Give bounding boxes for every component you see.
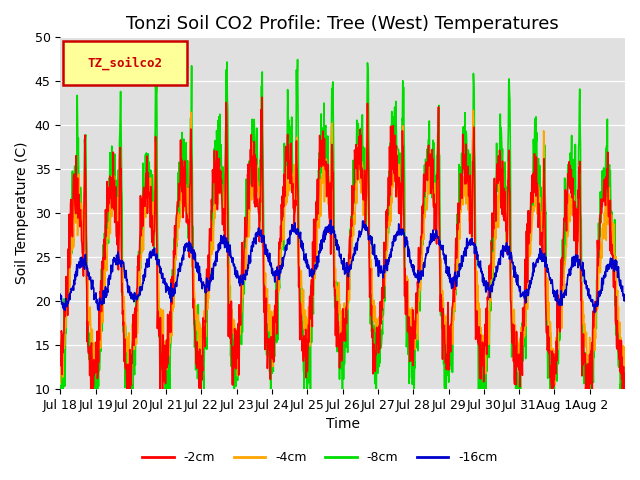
Title: Tonzi Soil CO2 Profile: Tree (West) Temperatures: Tonzi Soil CO2 Profile: Tree (West) Temp…	[126, 15, 559, 33]
Legend: -2cm, -4cm, -8cm, -16cm: -2cm, -4cm, -8cm, -16cm	[138, 446, 502, 469]
FancyBboxPatch shape	[63, 41, 188, 85]
X-axis label: Time: Time	[326, 418, 360, 432]
Y-axis label: Soil Temperature (C): Soil Temperature (C)	[15, 142, 29, 285]
Text: TZ_soilco2: TZ_soilco2	[88, 56, 163, 70]
